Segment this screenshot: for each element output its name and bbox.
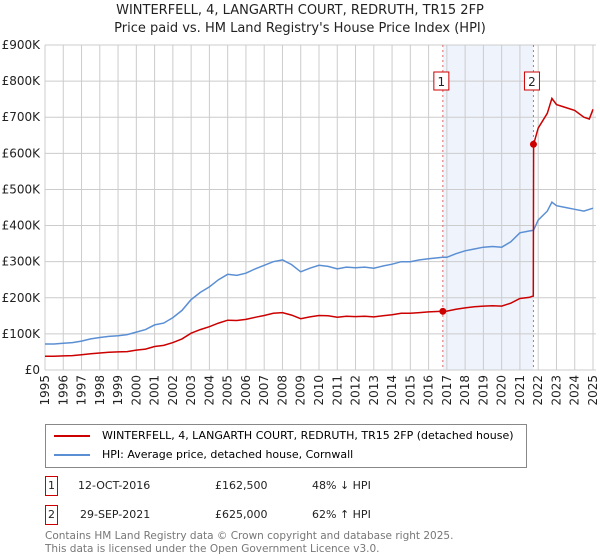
legend-swatch-hpi <box>54 454 90 456</box>
x-tick-label: 1998 <box>93 375 107 406</box>
x-tick-label: 2024 <box>568 375 582 406</box>
y-tick-label: £400K <box>2 219 42 233</box>
y-tick-label: £300K <box>2 255 42 269</box>
y-tick-label: £600K <box>2 146 42 160</box>
x-tick-label: 2008 <box>275 375 289 406</box>
sale-price: £162,500 <box>215 479 268 492</box>
sale-label-box <box>523 71 540 91</box>
x-tick-label: 2000 <box>129 375 143 406</box>
x-tick-label: 1995 <box>38 375 52 406</box>
sale-date: 29-SEP-2021 <box>80 508 151 521</box>
x-tick-label: 2023 <box>549 375 563 406</box>
x-tick-label: 2015 <box>403 375 417 406</box>
plot-area: 1995 1996 1997 1998 1999 2000 2001 2002 2003 2004… <box>2 38 600 406</box>
x-tick-label: 1996 <box>56 375 70 406</box>
chart-subtitle: Price paid vs. HM Land Registry's House … <box>114 21 486 36</box>
x-tick-label: 2019 <box>476 375 490 406</box>
legend-label-property: WINTERFELL, 4, LANGARTH COURT, REDRUTH, … <box>102 429 514 442</box>
x-tick-label: 2020 <box>495 375 509 406</box>
sale-label-box <box>433 71 450 91</box>
shaded-period <box>442 45 534 370</box>
x-tick-label: 2003 <box>184 375 198 406</box>
series-line-hpi <box>45 200 594 345</box>
legend: WINTERFELL, 4, LANGARTH COURT, REDRUTH, … <box>45 424 527 468</box>
sale-point <box>529 140 537 148</box>
x-tick-label: 2002 <box>166 375 180 406</box>
footer-licence: This data is licensed under the Open Gov… <box>45 543 380 555</box>
x-tick-label: 2012 <box>349 375 363 406</box>
x-tick-label: 2005 <box>221 375 235 406</box>
sale-label: 1 <box>438 75 446 89</box>
sale-row-1: 1 12-OCT-2016 £162,500 48% ↓ HPI <box>45 476 445 496</box>
y-tick-label: £800K <box>2 74 42 88</box>
x-tick-label: 2010 <box>312 375 326 406</box>
x-tick-label: 2017 <box>440 375 454 406</box>
footer: Contains HM Land Registry data © Crown c… <box>45 530 453 556</box>
y-tick-label: £100K <box>2 327 42 341</box>
x-tick-label: 2014 <box>385 375 399 406</box>
sale-row-2: 2 29-SEP-2021 £625,000 62% ↑ HPI <box>45 505 445 525</box>
x-tick-label: 2001 <box>148 375 162 406</box>
footer-copyright: Contains HM Land Registry data © Crown c… <box>45 530 454 542</box>
x-tick-label: 2011 <box>330 375 344 406</box>
series-line-property <box>45 96 594 358</box>
x-tick-label: 2007 <box>257 375 271 406</box>
y-tick-label: £0 <box>25 363 40 377</box>
sale-hpi-diff: 62% ↑ HPI <box>312 508 371 521</box>
x-tick-label: 2009 <box>294 375 308 406</box>
sale-marker-badge: 2 <box>45 505 58 525</box>
x-tick-label: 1997 <box>75 375 89 406</box>
x-tick-label: 2006 <box>239 375 253 406</box>
x-tick-label: 2004 <box>202 375 216 406</box>
chart-title: WINTERFELL, 4, LANGARTH COURT, REDRUTH, … <box>116 3 484 18</box>
x-tick-label: 2025 <box>586 375 600 406</box>
legend-label-hpi: HPI: Average price, detached house, Corn… <box>102 448 354 461</box>
legend-swatch-property <box>54 435 90 437</box>
x-tick-label: 1999 <box>111 375 125 406</box>
x-tick-label: 2016 <box>422 375 436 406</box>
x-tick-label: 2013 <box>367 375 381 406</box>
y-tick-label: £200K <box>2 291 42 305</box>
x-tick-label: 2018 <box>458 375 472 406</box>
y-tick-label: £500K <box>2 182 42 196</box>
x-tick-label: 2021 <box>513 375 527 406</box>
sale-marker-badge: 1 <box>45 476 58 496</box>
sale-hpi-diff: 48% ↓ HPI <box>312 479 371 492</box>
sale-date: 12-OCT-2016 <box>78 479 151 492</box>
sale-price: £625,000 <box>215 508 268 521</box>
sale-label: 2 <box>528 75 536 89</box>
y-tick-label: £900K <box>2 38 42 52</box>
sale-point <box>439 307 447 315</box>
x-tick-label: 2022 <box>531 375 545 406</box>
y-tick-label: £700K <box>2 110 42 124</box>
